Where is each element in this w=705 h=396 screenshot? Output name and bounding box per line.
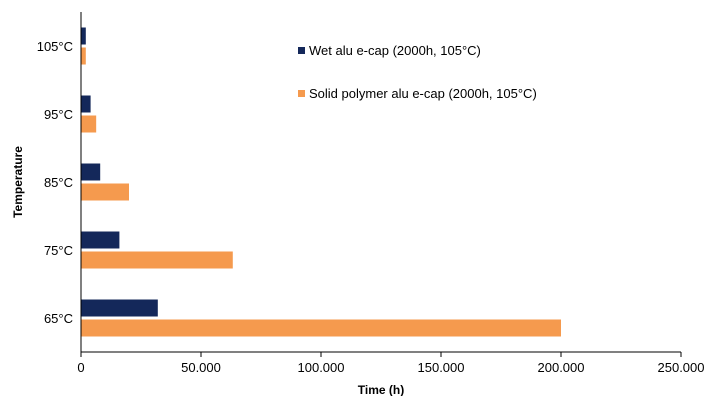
legend-swatch [298,47,305,54]
y-tick-label: 85°C [44,175,73,190]
y-tick-label: 65°C [44,311,73,326]
y-axis-ticks: 65°C 75°C 85°C 95°C 105°C [37,39,73,326]
legend-swatch [298,90,305,97]
bar-wet-65 [81,299,158,317]
y-tick-label: 105°C [37,39,73,54]
x-tick-label: 200.000 [538,360,585,375]
x-axis-title: Time (h) [358,383,404,396]
x-axis-ticks: 0 50.000 100.000 150.000 200.000 250.000 [77,352,705,375]
bar-wet-95 [81,95,91,113]
bar-wet-85 [81,163,101,181]
y-axis-title: Temperature [11,146,25,218]
x-tick-label: 0 [77,360,84,375]
bar-solid-85 [81,183,129,201]
bar-wet-105 [81,27,86,45]
bar-solid-65 [81,319,561,337]
x-tick-label: 50.000 [181,360,221,375]
x-tick-label: 100.000 [298,360,345,375]
legend-label: Wet alu e-cap (2000h, 105°C) [309,43,481,58]
legend: Wet alu e-cap (2000h, 105°C) Solid polyme… [298,43,537,101]
y-tick-label: 95°C [44,107,73,122]
bar-wet-75 [81,231,120,249]
legend-label: Solid polymer alu e-cap (2000h, 105°C) [309,86,537,101]
bar-solid-105 [81,47,86,65]
bars-group [81,27,561,337]
bar-solid-75 [81,251,233,269]
x-tick-label: 250.000 [658,360,705,375]
x-tick-label: 150.000 [418,360,465,375]
y-tick-label: 75°C [44,243,73,258]
bar-solid-95 [81,115,97,133]
